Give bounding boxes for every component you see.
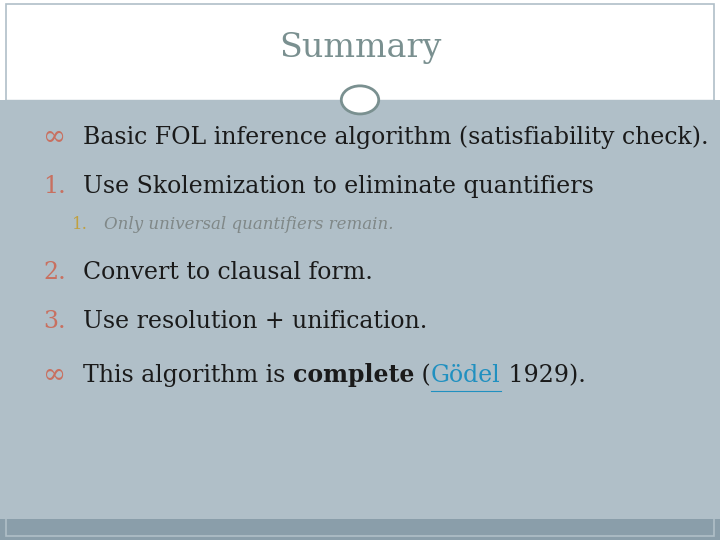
Text: Convert to clausal form.: Convert to clausal form. (83, 261, 373, 284)
Text: Basic FOL inference algorithm (satisfiability check).: Basic FOL inference algorithm (satisfiab… (83, 126, 708, 150)
Text: ∞: ∞ (43, 362, 66, 389)
FancyBboxPatch shape (0, 519, 720, 540)
Text: Use resolution + unification.: Use resolution + unification. (83, 310, 427, 333)
Text: 1.: 1. (72, 215, 88, 233)
Text: (: ( (414, 364, 431, 387)
Text: Only universal quantifiers remain.: Only universal quantifiers remain. (104, 215, 394, 233)
Text: This algorithm is: This algorithm is (83, 364, 292, 387)
Circle shape (341, 86, 379, 114)
Text: complete: complete (292, 363, 414, 387)
Text: ∞: ∞ (43, 124, 66, 151)
Text: 2.: 2. (43, 261, 66, 284)
Text: Use Skolemization to eliminate quantifiers: Use Skolemization to eliminate quantifie… (83, 175, 594, 198)
Text: 1.: 1. (43, 175, 66, 198)
FancyBboxPatch shape (0, 0, 720, 100)
Text: Summary: Summary (279, 32, 441, 64)
Text: 1929).: 1929). (500, 364, 585, 387)
FancyBboxPatch shape (0, 100, 720, 519)
Text: 3.: 3. (43, 310, 66, 333)
Text: Gödel: Gödel (431, 364, 500, 387)
